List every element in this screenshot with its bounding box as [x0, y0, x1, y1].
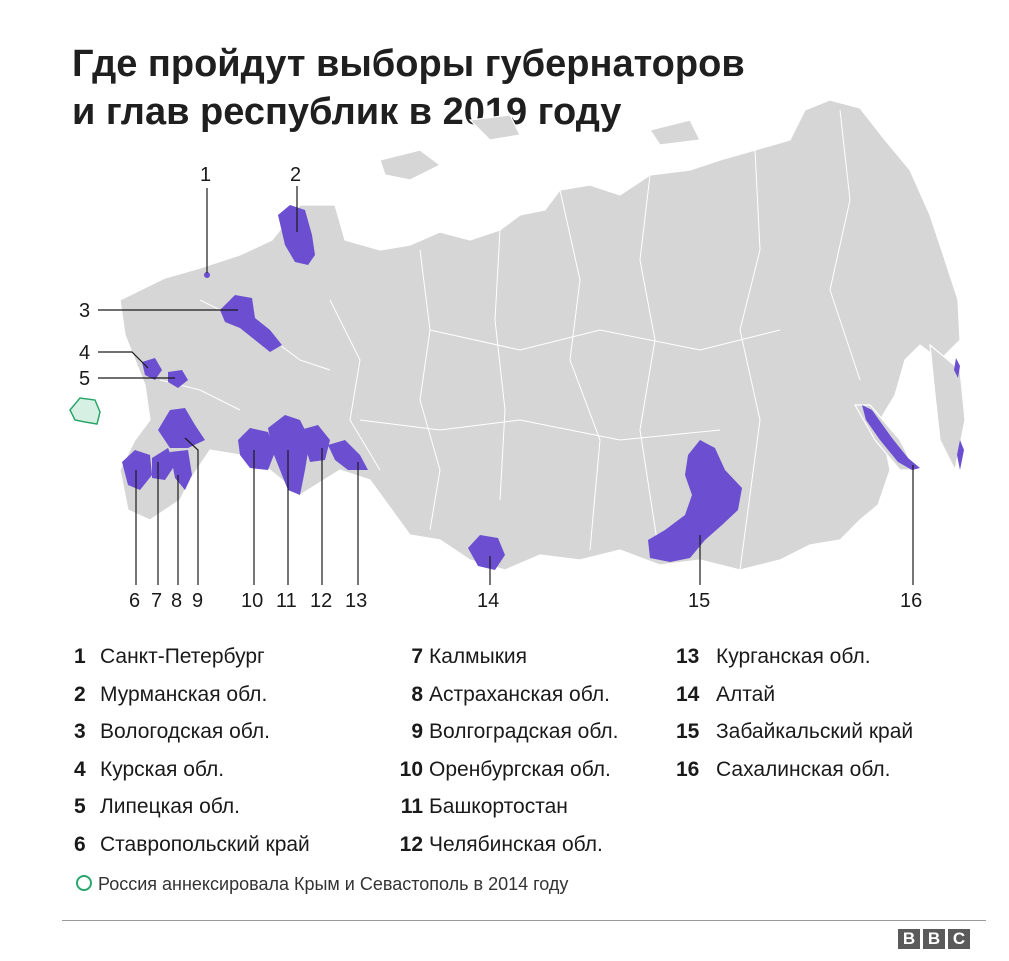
legend-number: 9 [411, 720, 423, 743]
legend-item: 3 Вологодская обл. [74, 713, 310, 751]
map-label-4: 4 [79, 342, 90, 364]
legend-label: Башкортостан [429, 795, 568, 818]
legend-number: 1 [74, 645, 86, 668]
region-15-zabaikalsky [648, 440, 742, 562]
map-label-16: 16 [900, 590, 922, 612]
crimea-ring-icon [76, 875, 92, 891]
region-2-murmansk [278, 205, 315, 265]
legend-label: Ставропольский край [100, 832, 310, 856]
legend-label: Санкт-Петербург [100, 645, 265, 668]
legend-label: Алтай [716, 682, 776, 706]
legend-number: 14 [676, 682, 700, 706]
legend-item: 16 Сахалинская обл. [676, 751, 913, 789]
highlighted-regions [122, 205, 964, 570]
legend-label: Липецкая обл. [100, 795, 240, 818]
map-label-8: 8 [171, 590, 182, 612]
legend-number: 13 [676, 645, 700, 668]
legend-label: Волгоградская обл. [429, 720, 619, 743]
legend-label: Челябинская обл. [429, 832, 603, 856]
region-14-altai [468, 535, 505, 570]
legend-item: 2 Мурманская обл. [74, 676, 310, 714]
bbc-logo-letter: B [923, 929, 945, 949]
region-16-kurils [954, 358, 964, 470]
legend-number: 5 [74, 795, 86, 818]
leader-lines [98, 186, 914, 585]
legend-number: 4 [74, 757, 86, 781]
legend-number: 2 [74, 682, 86, 706]
map-label-1: 1 [200, 164, 211, 186]
region-9-volgograd [158, 408, 205, 448]
legend-number: 8 [411, 682, 423, 706]
page-title: Где пройдут выборы губернаторов и глав р… [72, 40, 745, 136]
region-1-spb [204, 272, 210, 278]
region-6-stavropol [122, 450, 152, 490]
legend-label: Забайкальский край [716, 720, 914, 743]
map-label-6: 6 [129, 590, 140, 612]
map-label-7: 7 [151, 590, 162, 612]
legend-item: 12 Челябинская обл. [383, 826, 619, 864]
legend-item: 15 Забайкальский край [676, 713, 913, 751]
crimea-region [69, 397, 101, 425]
region-3-vologda [220, 295, 282, 352]
legend-item: 4 Курская обл. [74, 751, 310, 789]
map-label-5: 5 [79, 368, 90, 390]
legend-item: 10 Оренбургская обл. [383, 751, 619, 789]
legend-number: 16 [676, 757, 700, 781]
title-line-2: и глав республик в 2019 году [72, 91, 622, 133]
legend-label: Мурманская обл. [100, 682, 268, 706]
legend-item: 1 Санкт-Петербург [74, 638, 310, 676]
legend-number: 10 [399, 757, 423, 781]
region-10-orenburg [238, 428, 275, 470]
map-label-10: 10 [241, 590, 263, 612]
legend-item: 11 Башкортостан [383, 788, 619, 826]
map-number-labels: 1 2 3 4 5 6 7 8 9 10 11 12 13 14 15 16 [79, 164, 922, 612]
legend-item: 6 Ставропольский край [74, 826, 310, 864]
map-label-3: 3 [79, 300, 90, 322]
region-5-lipetsk [168, 370, 188, 388]
map-label-14: 14 [477, 590, 499, 612]
legend-number: 12 [399, 832, 423, 856]
bbc-logo: B B C [898, 929, 970, 949]
legend-item: 5 Липецкая обл. [74, 788, 310, 826]
legend-column-1: 1 Санкт-Петербург 2 Мурманская обл. 3 Волог… [74, 638, 310, 863]
map-label-13: 13 [345, 590, 367, 612]
region-borders [159, 109, 861, 571]
legend-label: Оренбургская обл. [429, 757, 611, 781]
legend-number: 7 [411, 645, 423, 668]
footer-divider [62, 920, 986, 921]
legend-label: Курганская обл. [716, 645, 871, 668]
bbc-logo-letter: B [898, 929, 920, 949]
legend-label: Калмыкия [429, 645, 527, 668]
legend-item: 14 Алтай [676, 676, 913, 714]
legend-number: 3 [74, 720, 86, 743]
legend-label: Астраханская обл. [429, 682, 610, 706]
map-label-2: 2 [290, 164, 301, 186]
russia-landmass [119, 99, 966, 571]
map-label-15: 15 [688, 590, 710, 612]
region-16-sakhalin [862, 405, 920, 470]
bbc-logo-letter: C [948, 929, 970, 949]
legend-number: 11 [400, 795, 423, 818]
legend-column-2: 7 Калмыкия 8 Астраханская обл. 9 Волгоградс… [383, 638, 619, 863]
map-label-9: 9 [192, 590, 203, 612]
legend-item: 13 Курганская обл. [676, 638, 913, 676]
title-line-1: Где пройдут выборы губернаторов [72, 43, 745, 85]
legend-label: Вологодская обл. [100, 720, 270, 743]
legend-column-3: 13 Курганская обл. 14 Алтай 15 Забайкальски… [676, 638, 913, 788]
legend-number: 6 [74, 832, 86, 856]
legend-number: 15 [676, 720, 700, 743]
map-label-12: 12 [310, 590, 332, 612]
map-label-11: 11 [276, 590, 297, 612]
crimea-note-text: Россия аннексировала Крым и Севастополь … [98, 874, 569, 894]
crimea-note: Россия аннексировала Крым и Севастополь … [76, 874, 568, 895]
legend-item: 7 Калмыкия [383, 638, 619, 676]
legend-item: 9 Волгоградская обл. [383, 713, 619, 751]
legend-item: 8 Астраханская обл. [383, 676, 619, 714]
region-11-bashkortostan [268, 415, 310, 495]
legend-label: Курская обл. [100, 757, 225, 781]
legend-label: Сахалинская обл. [716, 757, 891, 781]
region-4-kursk [142, 358, 162, 380]
region-8-astrakhan [170, 450, 192, 490]
